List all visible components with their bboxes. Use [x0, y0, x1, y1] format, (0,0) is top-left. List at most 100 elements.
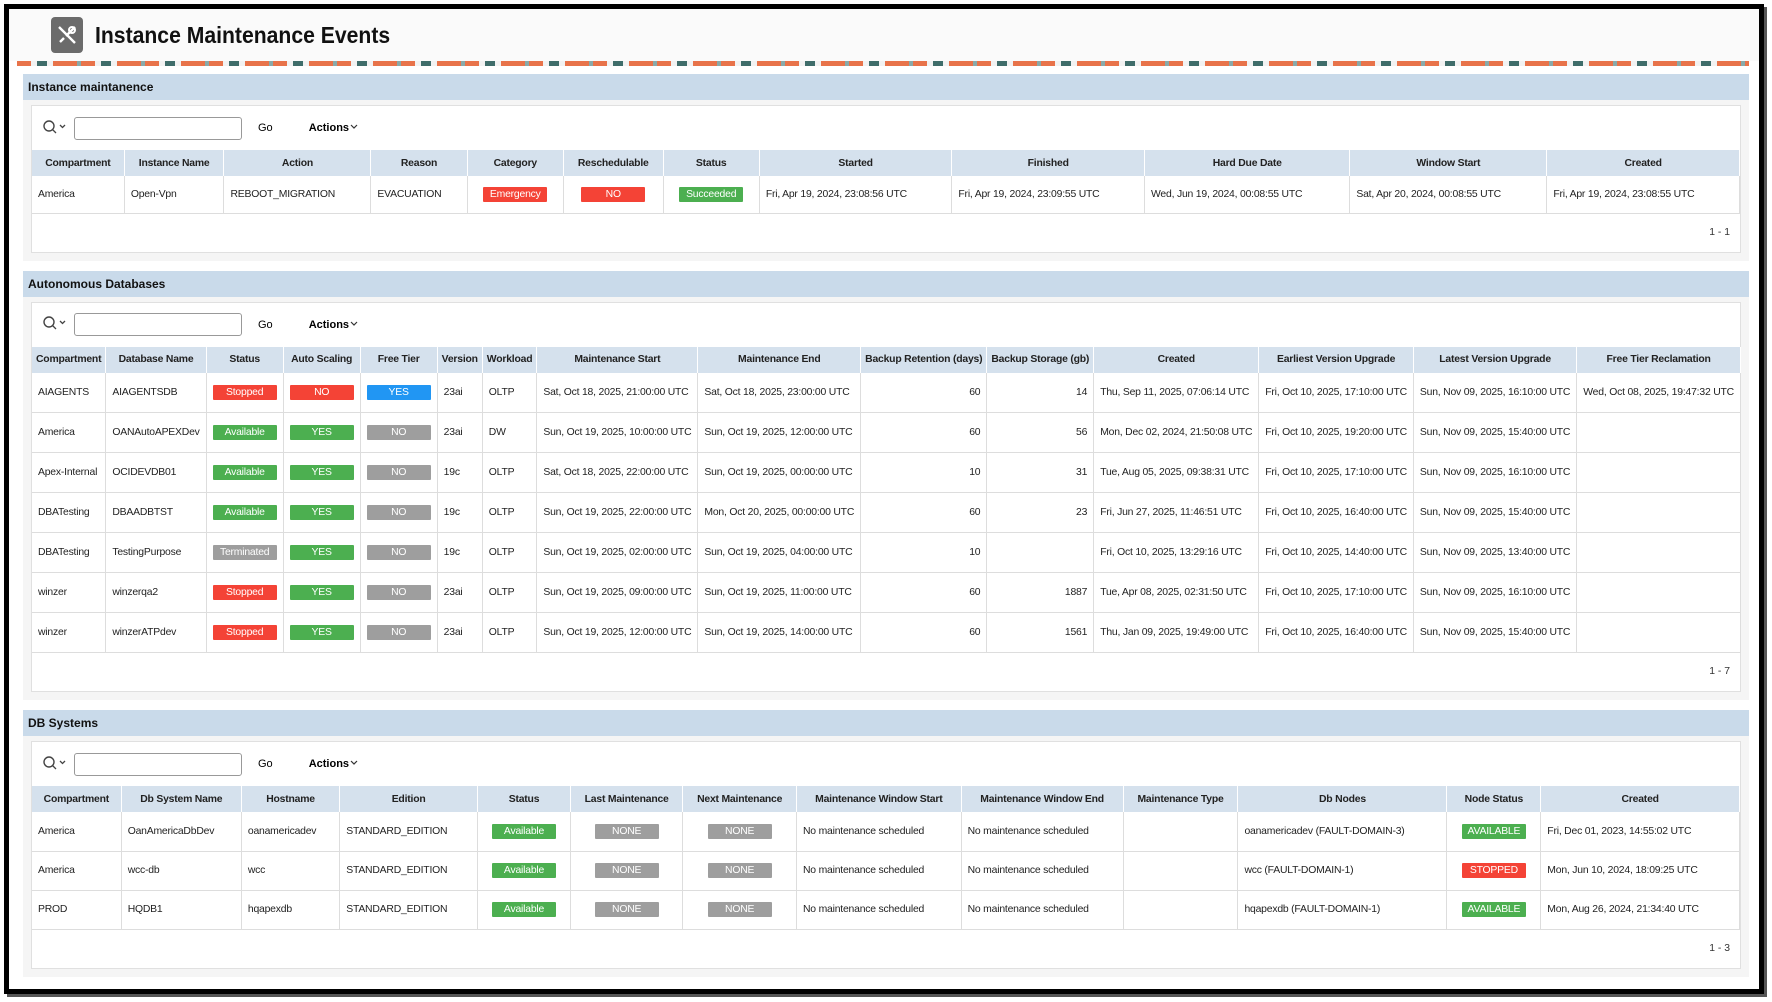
actions-label: Actions: [308, 122, 350, 134]
column-header[interactable]: Compartment: [32, 786, 122, 812]
table-cell: NO: [360, 412, 438, 453]
column-header[interactable]: Category: [467, 150, 564, 176]
caret: [350, 124, 358, 129]
table-cell: Sun, Oct 19, 2025, 10:00:00 UTC: [536, 412, 699, 453]
search-input[interactable]: [74, 752, 242, 776]
table-cell: Available: [206, 412, 284, 453]
column-header[interactable]: Finished: [951, 150, 1145, 176]
table-cell: Fri, Oct 10, 2025, 14:40:00 UTC: [1258, 532, 1414, 573]
column-header[interactable]: Version: [437, 346, 483, 373]
page-header: Instance Maintenance Events: [9, 9, 1759, 61]
table-cell: OLTP: [482, 492, 538, 533]
search-input[interactable]: [74, 116, 242, 140]
table-cell: Sat, Apr 20, 2024, 00:08:55 UTC: [1349, 176, 1548, 214]
table-cell: PROD: [32, 890, 122, 930]
column-header[interactable]: Hostname: [241, 786, 341, 812]
search-input[interactable]: [74, 313, 242, 336]
table-cell: Fri, Oct 10, 2025, 16:40:00 UTC: [1258, 612, 1414, 653]
column-header[interactable]: Backup Storage (gb): [986, 346, 1095, 373]
table-cell: oanamericadev: [241, 812, 341, 852]
column-header[interactable]: Compartment: [32, 346, 107, 373]
column-header[interactable]: Latest Version Upgrade: [1413, 346, 1578, 373]
table-body: AIAGENTS AIAGENTSDB Stopped NO YES 23ai OLTP Sa…: [32, 372, 1741, 653]
table-cell: Fri, Oct 10, 2025, 19:20:00 UTC: [1258, 412, 1414, 453]
status-badge: YES: [366, 384, 431, 400]
column-header[interactable]: Backup Retention (days): [860, 346, 988, 373]
tools-icon: [58, 26, 76, 44]
table-cell: Sun, Oct 19, 2025, 09:00:00 UTC: [536, 572, 699, 613]
column-header[interactable]: Created: [1540, 786, 1740, 812]
column-header[interactable]: Compartment: [32, 150, 125, 176]
actions-menu[interactable]: Actions: [309, 319, 359, 331]
table-cell: Wed, Jun 19, 2024, 00:08:55 UTC: [1144, 176, 1351, 214]
column-header[interactable]: Db System Name: [121, 786, 242, 812]
column-header[interactable]: Free Tier: [360, 346, 438, 373]
status-badge: Available: [212, 465, 277, 480]
column-header[interactable]: Status: [663, 150, 760, 176]
column-header[interactable]: Maintenance Window Start: [796, 786, 962, 812]
table-cell: 10: [860, 452, 988, 493]
table-cell: 23ai: [437, 412, 483, 453]
column-header[interactable]: Window Start: [1349, 150, 1548, 176]
actions-menu[interactable]: Actions: [309, 758, 359, 770]
column-header[interactable]: Reason: [370, 150, 468, 176]
search-menu[interactable]: [42, 755, 68, 774]
column-header[interactable]: Maintenance Start: [536, 346, 699, 373]
table-cell: Mon, Dec 02, 2024, 21:50:08 UTC: [1093, 412, 1260, 453]
column-header[interactable]: Reschedulable: [563, 150, 664, 176]
region: Instance maintanence Go Actions Compartment…: [23, 74, 1749, 261]
column-header[interactable]: Status: [477, 786, 571, 812]
column-header[interactable]: Next Maintenance: [682, 786, 797, 812]
go-button[interactable]: Go: [258, 318, 273, 331]
search-menu[interactable]: [42, 315, 68, 334]
column-header[interactable]: Workload: [482, 346, 538, 373]
table-cell: AIAGENTSDB: [105, 372, 207, 413]
column-header[interactable]: Database Name: [105, 346, 207, 373]
column-header[interactable]: Created: [1546, 150, 1740, 176]
table-cell: AVAILABLE: [1446, 890, 1542, 930]
column-header[interactable]: Status: [206, 346, 284, 373]
header-stripe: [17, 61, 1749, 66]
table-cell: Emergency: [467, 176, 564, 214]
actions-label: Actions: [308, 318, 350, 331]
table-cell: Thu, Jan 09, 2025, 19:49:00 UTC: [1093, 612, 1260, 653]
column-header[interactable]: Created: [1093, 346, 1260, 373]
column-header[interactable]: Action: [223, 150, 372, 176]
status-badge: NONE: [594, 863, 659, 878]
report-table: Compartment Instance Name Action Reason Cate…: [32, 150, 1740, 214]
status-badge: Succeeded: [679, 186, 744, 202]
table-row: DBATesting TestingPurpose Terminated YES NO 1…: [32, 532, 1741, 573]
table-cell: [986, 532, 1095, 573]
table-cell: No maintenance scheduled: [796, 812, 962, 852]
status-badge: YES: [289, 625, 354, 640]
table-cell: AVAILABLE: [1446, 812, 1542, 852]
search-menu[interactable]: [42, 119, 68, 138]
column-header[interactable]: Free Tier Reclamation: [1576, 346, 1741, 373]
status-badge: NONE: [707, 902, 772, 917]
column-header[interactable]: Earliest Version Upgrade: [1258, 346, 1414, 373]
actions-menu[interactable]: Actions: [309, 122, 359, 134]
column-header[interactable]: Last Maintenance: [570, 786, 684, 812]
column-header[interactable]: Hard Due Date: [1144, 150, 1351, 176]
column-header[interactable]: Db Nodes: [1237, 786, 1448, 812]
go-button[interactable]: Go: [258, 758, 273, 770]
table-cell: NONE: [570, 812, 684, 852]
table-row: AIAGENTS AIAGENTSDB Stopped NO YES 23ai OLTP Sa…: [32, 372, 1741, 413]
column-header[interactable]: Node Status: [1446, 786, 1542, 812]
go-button[interactable]: Go: [258, 122, 273, 134]
column-header[interactable]: Maintenance End: [697, 346, 862, 373]
table-cell: Sun, Nov 09, 2025, 15:40:00 UTC: [1413, 612, 1578, 653]
column-header[interactable]: Edition: [339, 786, 479, 812]
table-cell: HQDB1: [121, 890, 242, 930]
column-header[interactable]: Instance Name: [124, 150, 225, 176]
column-header[interactable]: Maintenance Window End: [961, 786, 1124, 812]
table-row: America OANAutoAPEXDev Available YES NO 23ai D…: [32, 412, 1741, 453]
header-row: Compartment Database Name Status Auto Scali…: [32, 346, 1741, 373]
table-cell: 14: [986, 372, 1095, 413]
column-header[interactable]: Maintenance Type: [1123, 786, 1239, 812]
header-row: Compartment Instance Name Action Reason Cate…: [32, 150, 1740, 176]
table-cell: OLTP: [482, 452, 538, 493]
column-header[interactable]: Started: [759, 150, 953, 176]
table-cell: Sat, Oct 18, 2025, 23:00:00 UTC: [697, 372, 862, 413]
column-header[interactable]: Auto Scaling: [283, 346, 361, 373]
